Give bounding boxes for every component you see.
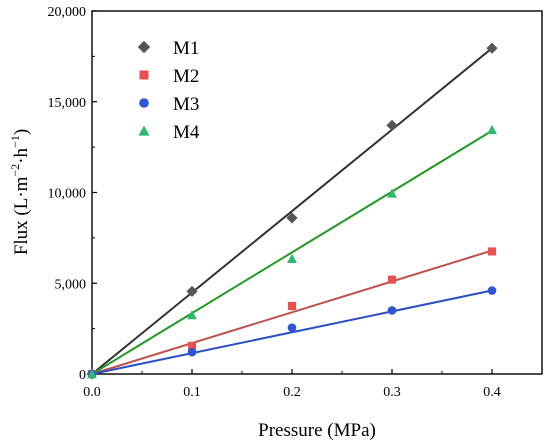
legend-label-m4: M4 bbox=[173, 122, 200, 143]
marker-m1 bbox=[286, 212, 298, 224]
marker-m2 bbox=[287, 301, 297, 310]
y-tick-label: 5,000 bbox=[55, 277, 87, 292]
legend-marker-m1 bbox=[137, 40, 151, 54]
marker-m3 bbox=[487, 286, 497, 295]
x-tick-label: 0.1 bbox=[183, 385, 201, 400]
y-axis-title-sup2: −1 bbox=[8, 135, 22, 148]
legend-marker-m3 bbox=[139, 98, 149, 108]
x-tick-label: 0.4 bbox=[483, 385, 501, 400]
marker-m3 bbox=[287, 323, 297, 333]
fit-line-m4 bbox=[91, 129, 493, 375]
y-tick-label: 0 bbox=[79, 368, 86, 383]
marker-m3 bbox=[187, 347, 197, 357]
fit-line-m1 bbox=[91, 47, 493, 375]
y-axis-title-sup1: −2 bbox=[8, 164, 22, 177]
marker-m1 bbox=[386, 119, 398, 131]
marker-m4 bbox=[287, 253, 297, 263]
x-tick-label: 0.3 bbox=[383, 385, 401, 400]
x-tick-label: 0.0 bbox=[83, 385, 101, 400]
legend-marker-m2 bbox=[139, 70, 149, 80]
marker-m4 bbox=[387, 188, 397, 198]
x-tick-label: 0.2 bbox=[283, 385, 301, 400]
legend-label-m2: M2 bbox=[173, 66, 199, 87]
y-axis-title: Flux (L·m−2·h−1) bbox=[8, 129, 32, 255]
y-tick-label: 10,000 bbox=[48, 187, 87, 202]
y-axis-title-mid: ·h bbox=[11, 147, 32, 163]
x-axis: 0.0 0.1 0.2 0.3 0.4 bbox=[83, 369, 543, 400]
fit-line-m3 bbox=[91, 289, 493, 375]
marker-m4 bbox=[487, 124, 497, 135]
y-tick-label: 20,000 bbox=[48, 5, 87, 20]
data-markers bbox=[86, 42, 498, 380]
x-axis-title: Pressure (MPa) bbox=[258, 420, 376, 441]
y-axis-title-prefix: Flux (L·m bbox=[11, 176, 32, 255]
legend: M1 M2 M3 M4 bbox=[137, 38, 200, 143]
legend-marker-m4 bbox=[138, 125, 150, 136]
marker-m2 bbox=[187, 341, 197, 350]
marker-m4 bbox=[187, 310, 197, 320]
marker-m2 bbox=[387, 275, 397, 284]
fit-lines bbox=[91, 47, 493, 375]
y-axis-title-suffix: ) bbox=[11, 129, 32, 135]
y-axis: 0 5,000 10,000 15,000 20,000 bbox=[48, 5, 97, 383]
y-tick-label: 15,000 bbox=[48, 96, 87, 111]
marker-m1 bbox=[486, 42, 498, 54]
legend-label-m3: M3 bbox=[173, 94, 199, 115]
marker-m2 bbox=[487, 247, 497, 256]
marker-m4 bbox=[87, 369, 97, 379]
legend-label-m1: M1 bbox=[173, 38, 199, 59]
marker-m3 bbox=[387, 306, 397, 315]
marker-m1 bbox=[186, 285, 198, 297]
fit-line-m2 bbox=[91, 249, 493, 375]
